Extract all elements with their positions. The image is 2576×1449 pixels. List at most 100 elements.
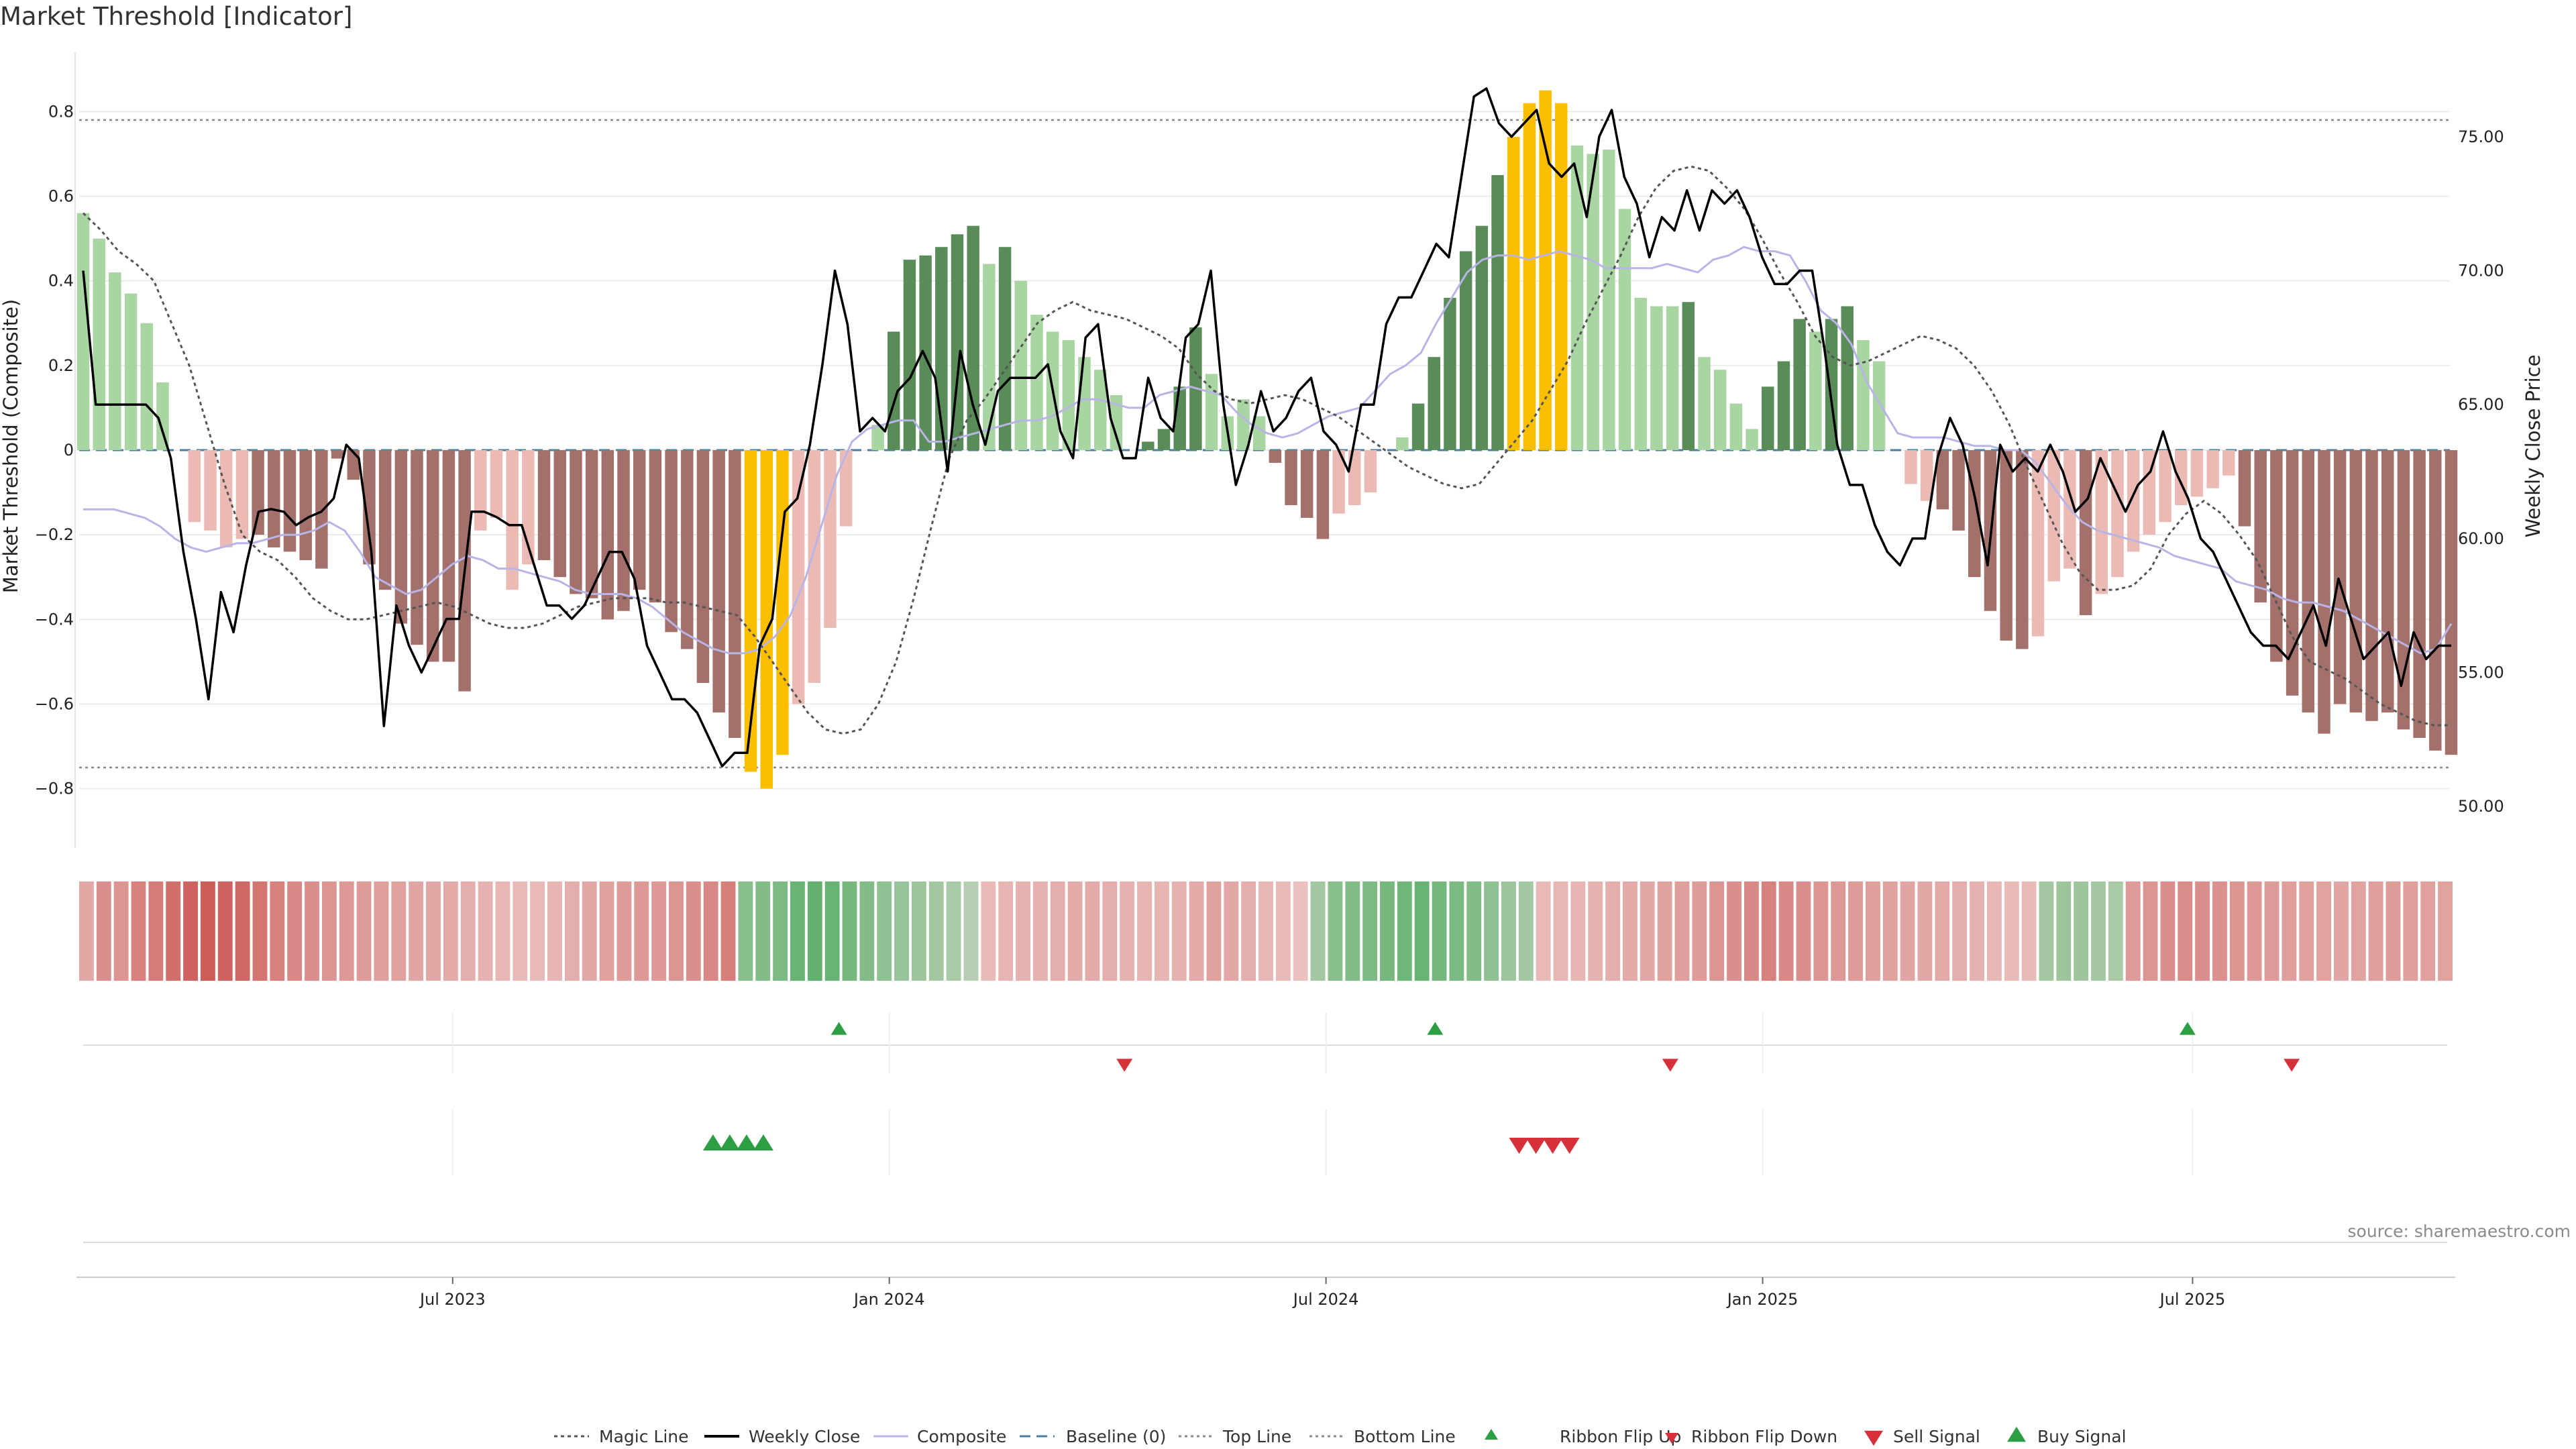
histogram-bar: [537, 450, 551, 561]
ribbon-cell: [1397, 881, 1412, 981]
histogram-bar: [776, 450, 789, 755]
ribbon-cell: [1016, 881, 1030, 981]
ribbon-cell: [1345, 881, 1360, 981]
y-tick-left: 0.4: [48, 272, 74, 290]
sell-signal-marker: [1559, 1138, 1580, 1154]
ribbon-cell: [1085, 881, 1100, 981]
histogram-bar: [1364, 450, 1377, 493]
y-tick-left: −0.4: [35, 610, 74, 629]
histogram-bar: [1729, 403, 1743, 450]
ribbon-cell: [1137, 881, 1152, 981]
histogram-bar: [347, 450, 360, 480]
ribbon-cell: [1623, 881, 1638, 981]
ribbon-cell: [1674, 881, 1690, 981]
y-tick-right: 75.00: [2458, 127, 2504, 146]
legend: Magic Line Weekly Close Composite Baseline …: [554, 1426, 2127, 1446]
ribbon-cell: [755, 881, 771, 981]
ribbon-cell: [217, 881, 233, 981]
histogram-bar: [1491, 174, 1504, 450]
series-lines: [82, 87, 2453, 767]
ribbon-cell: [2125, 881, 2141, 981]
ribbon-cell: [703, 881, 718, 981]
ribbon-cell: [1032, 881, 1048, 981]
ribbon-cell: [963, 881, 979, 981]
histogram-bar: [474, 450, 487, 531]
histogram-bar: [2190, 450, 2204, 497]
y-tick-right: 65.00: [2458, 395, 2504, 414]
histogram-bar: [2302, 450, 2315, 713]
histogram-bar: [1746, 429, 1758, 450]
histogram-bar: [1603, 150, 1615, 450]
y-tick-left: 0.8: [48, 102, 74, 121]
x-tick-label: Jul 2024: [1292, 1290, 1359, 1309]
buy-signal-marker: [736, 1134, 757, 1150]
y-tick-right: 60.00: [2458, 529, 2504, 548]
ribbon-cell: [2021, 881, 2037, 981]
histogram-bar: [665, 450, 678, 633]
histogram-bar: [2127, 450, 2140, 552]
reference-lines: [79, 119, 2450, 769]
ribbon-cell: [235, 881, 250, 981]
legend-label: Ribbon Flip Up: [1560, 1427, 1681, 1446]
ribbon-cell: [1275, 881, 1291, 981]
histogram-bar: [219, 450, 233, 548]
ribbon-cell: [1709, 881, 1725, 981]
histogram-bar: [919, 255, 932, 450]
histogram-bar: [1857, 339, 1870, 450]
ribbon-cell: [1900, 881, 1915, 981]
ribbon-cell: [200, 881, 215, 981]
ribbon-cell: [96, 881, 111, 981]
ribbon-cell: [669, 881, 684, 981]
histogram-bar: [1570, 145, 1584, 450]
ribbon-flip-up-marker: [1427, 1022, 1444, 1035]
ribbon-cell: [1484, 881, 1499, 981]
ribbon-cell: [2316, 881, 2332, 981]
buy-signal-marker: [702, 1134, 723, 1150]
histogram-bar: [2286, 450, 2299, 696]
histogram-bar: [2175, 450, 2188, 506]
x-tick-label: Jan 2024: [853, 1290, 925, 1309]
histogram-bar: [1634, 297, 1647, 450]
ribbon-cell: [2299, 881, 2314, 981]
x-axis: Jul 2023 Jan 2024 Jul 2024 Jan 2025 Jul 2025: [76, 1277, 2455, 1309]
histogram-bar: [1142, 441, 1155, 450]
histogram-bar: [2445, 450, 2458, 755]
legend-label: Sell Signal: [1893, 1427, 1980, 1446]
histogram-bar: [1062, 339, 1075, 450]
ribbon-cell: [252, 881, 268, 981]
ribbon-cell: [443, 881, 458, 981]
histogram-bar: [760, 450, 773, 789]
histogram-bar: [824, 450, 837, 628]
histogram-bar: [140, 323, 154, 450]
histogram-bar: [2381, 450, 2394, 713]
ribbon-cell: [1102, 881, 1118, 981]
signal-panel: [83, 1013, 2447, 1243]
ribbon-cell: [1120, 881, 1135, 981]
ribbon-cell: [2247, 881, 2262, 981]
histogram-bar: [268, 450, 280, 548]
histogram-bar: [188, 450, 201, 523]
histogram-bar: [235, 450, 249, 539]
x-tick-label: Jul 2023: [419, 1290, 486, 1309]
legend-label: Bottom Line: [1354, 1427, 1456, 1446]
ribbon-cell: [634, 881, 649, 981]
ribbon-cell: [2264, 881, 2279, 981]
histogram-bar: [1269, 450, 1282, 463]
histogram-bar: [2349, 450, 2363, 713]
legend-label: Baseline (0): [1066, 1427, 1166, 1446]
histogram-bar: [1698, 357, 1711, 450]
histogram-bar: [2159, 450, 2171, 523]
ribbon-cell: [1414, 881, 1430, 981]
histogram-bar: [156, 382, 169, 450]
ribbon-cell: [2334, 881, 2349, 981]
ribbon-cell: [2351, 881, 2366, 981]
histogram-bar: [1682, 302, 1695, 450]
ribbon-cell: [1986, 881, 2002, 981]
histogram-bar: [1014, 280, 1028, 450]
histogram-bar: [871, 425, 884, 450]
histogram-bars: [76, 90, 2458, 789]
ribbon-cell: [2178, 881, 2193, 981]
histogram-bar: [1809, 331, 1822, 450]
histogram-bar: [1523, 103, 1536, 450]
